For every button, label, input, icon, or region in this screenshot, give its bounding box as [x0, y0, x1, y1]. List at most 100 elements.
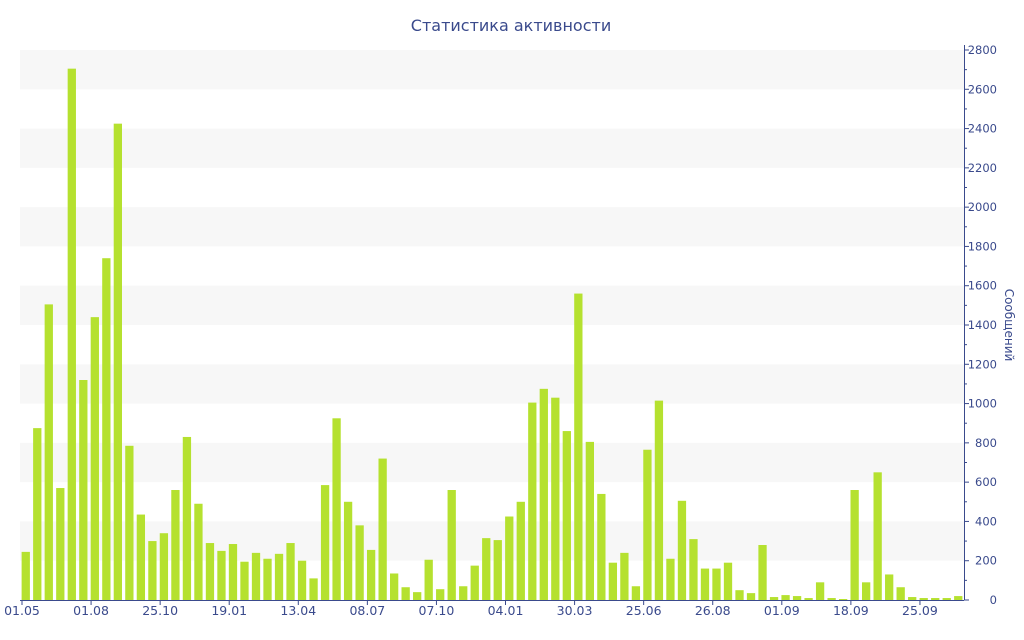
bar[interactable] — [136, 514, 146, 600]
bar[interactable] — [286, 543, 295, 600]
bar[interactable] — [631, 586, 641, 600]
y-axis-label: Сообщений — [1002, 289, 1016, 362]
bar[interactable] — [954, 596, 963, 600]
bar[interactable] — [850, 490, 859, 600]
bar[interactable] — [67, 68, 76, 600]
bar[interactable] — [355, 525, 364, 600]
bar[interactable] — [620, 552, 629, 600]
bar[interactable] — [182, 436, 192, 600]
bar[interactable] — [815, 582, 825, 600]
bar[interactable] — [366, 549, 376, 600]
bar[interactable] — [125, 445, 134, 600]
bar[interactable] — [885, 574, 894, 600]
bar[interactable] — [413, 592, 422, 600]
bar[interactable] — [608, 562, 618, 600]
bar[interactable] — [735, 590, 744, 600]
bar[interactable] — [482, 538, 491, 601]
bar[interactable] — [654, 400, 664, 601]
bar[interactable] — [21, 551, 30, 601]
bar[interactable] — [240, 561, 249, 600]
bar[interactable] — [827, 598, 836, 600]
x-tick-label: 01.08 — [73, 603, 109, 618]
bar[interactable] — [297, 560, 307, 600]
bar[interactable] — [309, 578, 318, 600]
x-tick-label: 04.01 — [488, 603, 524, 618]
bar[interactable] — [401, 587, 410, 600]
bar[interactable] — [263, 558, 272, 600]
grid-band — [20, 50, 964, 90]
bar[interactable] — [516, 501, 525, 600]
bar[interactable] — [251, 552, 261, 600]
x-tick-label: 25.09 — [902, 603, 938, 618]
bar[interactable] — [205, 543, 215, 600]
x-tick-label: 01.05 — [4, 603, 40, 618]
bar[interactable] — [447, 490, 456, 600]
bar[interactable] — [908, 597, 917, 600]
grid-band — [20, 207, 964, 247]
bar[interactable] — [217, 550, 226, 600]
bar[interactable] — [171, 490, 180, 600]
bar[interactable] — [528, 402, 537, 600]
bar[interactable] — [562, 431, 571, 600]
bar[interactable] — [505, 516, 514, 600]
bar[interactable] — [113, 123, 122, 600]
bar[interactable] — [390, 573, 399, 600]
bar[interactable] — [689, 539, 698, 600]
bar[interactable] — [746, 593, 756, 601]
bar[interactable] — [585, 441, 594, 601]
bar[interactable] — [90, 317, 99, 600]
bar[interactable] — [159, 533, 169, 600]
bar[interactable] — [378, 458, 387, 600]
bar[interactable] — [539, 388, 548, 600]
bar[interactable] — [274, 553, 284, 600]
bar[interactable] — [873, 472, 882, 600]
bar[interactable] — [862, 582, 871, 600]
bar[interactable] — [758, 545, 767, 600]
bar[interactable] — [436, 589, 445, 600]
x-axis: 01.05 01.08 25.10 19.01 13.04 08.07 07.10 04.01… — [4, 600, 964, 618]
bar[interactable] — [643, 449, 652, 600]
bar[interactable] — [677, 500, 687, 600]
bar[interactable] — [792, 596, 802, 600]
bar[interactable] — [896, 587, 905, 600]
bar[interactable] — [712, 568, 721, 600]
bar[interactable] — [919, 598, 928, 600]
grid-bands — [20, 50, 964, 561]
bar[interactable] — [551, 397, 560, 600]
bar[interactable] — [102, 258, 111, 600]
bar[interactable] — [343, 501, 353, 600]
y-tick-label: 2200 — [968, 161, 997, 175]
bar[interactable] — [56, 488, 65, 600]
bar[interactable] — [79, 380, 88, 600]
bar[interactable] — [459, 586, 468, 600]
bar[interactable] — [804, 598, 813, 600]
bar[interactable] — [228, 544, 238, 600]
bar[interactable] — [332, 418, 341, 600]
grid-band — [20, 128, 964, 168]
x-tick-label: 08.07 — [349, 603, 385, 618]
y-tick-label: 1600 — [968, 279, 997, 293]
bar[interactable] — [44, 304, 53, 601]
y-tick-label: 2600 — [968, 82, 997, 96]
bar[interactable] — [493, 540, 502, 600]
x-tick-label: 07.10 — [419, 603, 455, 618]
bar[interactable] — [148, 541, 157, 600]
bar[interactable] — [424, 559, 433, 600]
bar[interactable] — [320, 485, 330, 600]
grid-band — [20, 285, 964, 325]
bar[interactable] — [781, 595, 790, 600]
bar[interactable] — [723, 562, 733, 600]
x-tick-label: 13.04 — [280, 603, 316, 618]
bar[interactable] — [838, 599, 848, 600]
bar[interactable] — [194, 503, 203, 600]
bar[interactable] — [470, 565, 479, 601]
bar[interactable] — [33, 428, 42, 601]
bar[interactable] — [574, 293, 583, 600]
bar[interactable] — [931, 598, 940, 600]
bar[interactable] — [942, 598, 951, 600]
bar[interactable] — [700, 568, 710, 600]
bar[interactable] — [769, 597, 779, 600]
x-tick-label: 26.08 — [695, 603, 731, 618]
bar[interactable] — [597, 493, 606, 600]
bar[interactable] — [666, 558, 675, 600]
